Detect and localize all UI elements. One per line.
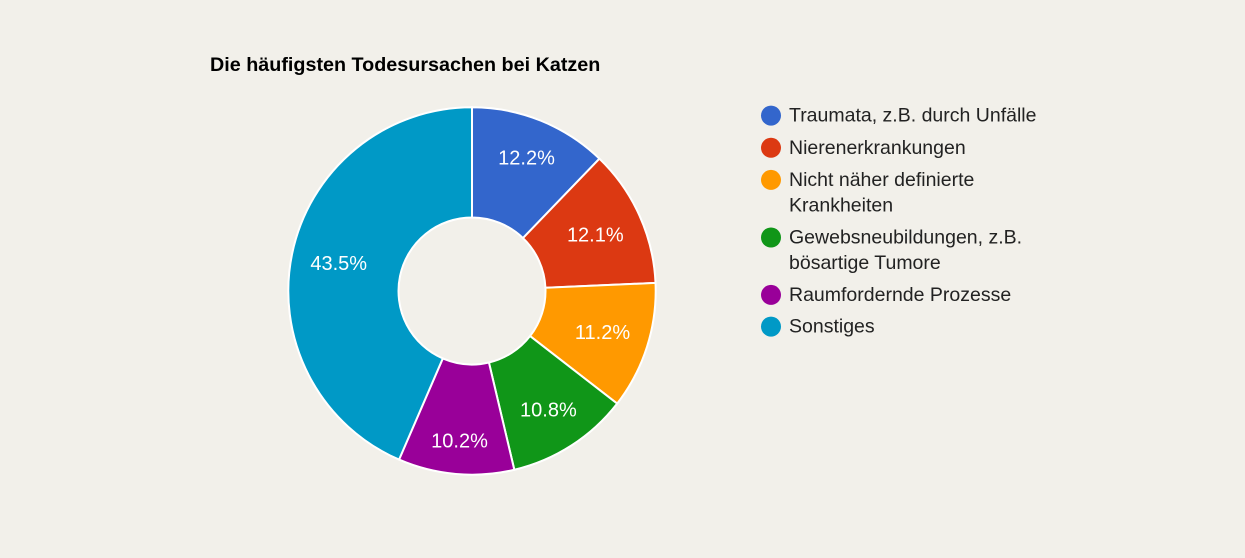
svg-text:12.1%: 12.1% (567, 224, 624, 246)
svg-text:Raumfordernde Prozesse: Raumfordernde Prozesse (789, 284, 1011, 306)
svg-text:Nicht näher definierte: Nicht näher definierte (789, 169, 974, 191)
svg-text:Nierenerkrankungen: Nierenerkrankungen (789, 137, 966, 159)
svg-text:Gewebsneubildungen, z.B.: Gewebsneubildungen, z.B. (789, 227, 1022, 249)
svg-text:Traumata, z.B. durch Unfälle: Traumata, z.B. durch Unfälle (789, 105, 1036, 127)
svg-text:12.2%: 12.2% (498, 148, 555, 170)
svg-text:10.2%: 10.2% (431, 431, 488, 453)
svg-text:Die häufigsten Todesursachen b: Die häufigsten Todesursachen bei Katzen (210, 54, 600, 76)
svg-text:Sonstiges: Sonstiges (789, 316, 875, 338)
svg-text:bösartige Tumore: bösartige Tumore (789, 252, 941, 274)
svg-text:Krankheiten: Krankheiten (789, 194, 893, 216)
svg-text:10.8%: 10.8% (520, 399, 577, 421)
svg-text:11.2%: 11.2% (575, 322, 630, 344)
svg-text:43.5%: 43.5% (310, 253, 367, 275)
